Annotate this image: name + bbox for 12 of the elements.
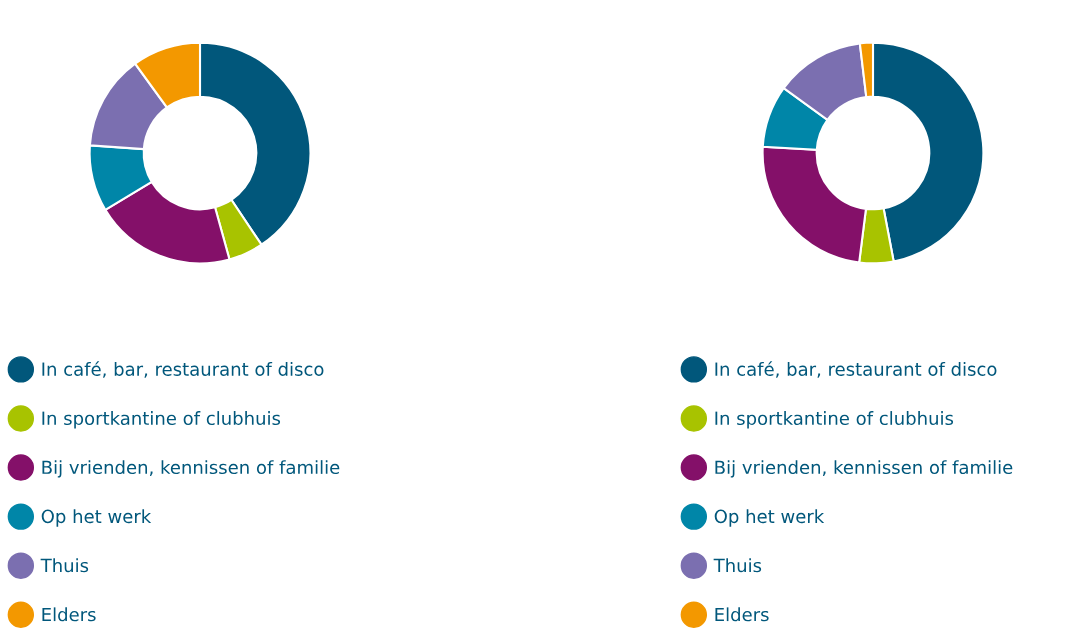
legend-label: In sportkantine of clubhuis [42, 411, 281, 429]
legend-label: Thuis [713, 558, 762, 573]
legend-label: In café, bar, restaurant of disco [42, 361, 324, 378]
legend-label: Thuis [40, 558, 89, 573]
legend-label: Elders [42, 607, 96, 622]
legend-label: Bij vrienden, kennissen of familie [42, 460, 340, 478]
legend-label: Elders [715, 607, 769, 622]
legend-label: In café, bar, restaurant of disco [715, 361, 997, 378]
legend-label: Op het werk [41, 509, 152, 527]
legend-label: In sportkantine of clubhuis [715, 411, 954, 429]
legend-label: Op het werk [714, 509, 825, 527]
legend-label: Bij vrienden, kennissen of familie [715, 460, 1013, 478]
